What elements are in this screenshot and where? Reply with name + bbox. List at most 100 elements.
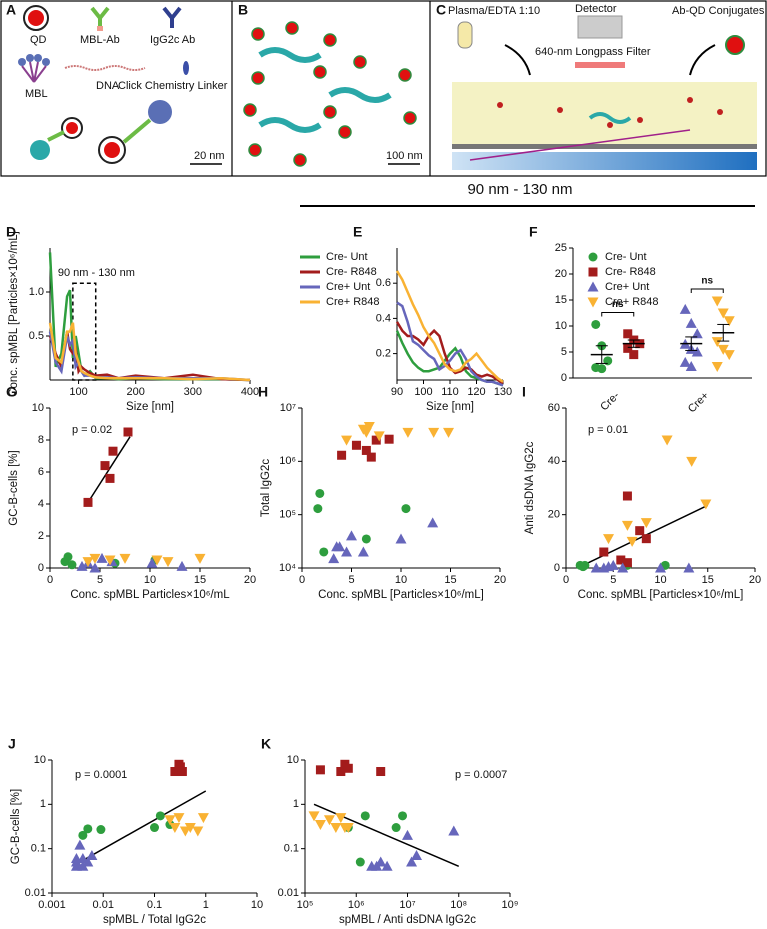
y-axis-title: GC-B-cells [%] <box>10 789 22 864</box>
point <box>401 504 411 514</box>
point <box>679 356 691 367</box>
y-tick-label: 1.0 <box>29 286 44 298</box>
legend-marker <box>588 267 598 277</box>
filter <box>575 62 625 68</box>
legend-marker <box>587 297 599 308</box>
point <box>146 557 158 568</box>
sig-label: ns <box>612 299 624 310</box>
legend-marker <box>588 252 598 262</box>
point <box>635 526 645 536</box>
sig-bracket <box>690 288 724 294</box>
x-tick-label: 0 <box>47 574 53 586</box>
legend-label: Cre+ R848 <box>326 296 380 308</box>
panel-letter: H <box>258 384 268 400</box>
point <box>335 813 347 824</box>
point <box>590 562 602 573</box>
point <box>448 825 460 836</box>
point <box>366 452 376 462</box>
point <box>341 435 353 446</box>
x-tick-label: 10 <box>654 574 666 586</box>
point <box>89 553 101 564</box>
point <box>77 853 89 864</box>
tube <box>457 21 473 49</box>
point <box>315 765 325 775</box>
legend-label: Cre+ Unt <box>605 281 649 293</box>
qd-icon <box>725 35 745 55</box>
p-value: p = 0.0001 <box>75 769 127 781</box>
panel-letter: I <box>522 384 526 400</box>
point <box>328 553 340 564</box>
y-tick-label: 10 <box>555 320 567 332</box>
point <box>622 558 632 568</box>
series-line <box>396 301 504 387</box>
point <box>411 850 423 861</box>
x-tick-label: 15 <box>702 574 714 586</box>
mbl-stalk <box>21 61 47 83</box>
y-tick-label: 15 <box>555 294 567 306</box>
point <box>361 534 371 544</box>
x-tick-label: 0 <box>563 574 569 586</box>
point <box>334 541 346 552</box>
y-tick-label: 0.01 <box>25 887 46 899</box>
y-tick-label: 0 <box>554 562 560 574</box>
panel-letter: J <box>8 736 16 752</box>
panel-b: B 100 nm <box>238 2 423 167</box>
x-tick-label: 0 <box>299 574 305 586</box>
point <box>176 560 188 571</box>
scale-label: 20 nm <box>194 150 225 162</box>
point <box>373 431 385 442</box>
glass <box>452 144 757 149</box>
x-tick-label: 100 <box>414 386 432 398</box>
x-tick-label: 10 <box>395 574 407 586</box>
point <box>711 362 723 373</box>
complex <box>258 47 392 133</box>
range-label: 90 nm - 130 nm <box>58 267 135 279</box>
y-tick-label: 10⁷ <box>280 402 296 414</box>
point <box>175 762 185 772</box>
point <box>89 562 101 573</box>
point <box>308 811 320 822</box>
x-tick-label: 10⁶ <box>348 899 365 911</box>
point <box>86 850 98 861</box>
point <box>155 811 165 821</box>
point <box>626 536 638 547</box>
point <box>151 555 163 566</box>
point <box>711 337 723 348</box>
point <box>76 560 88 571</box>
point <box>192 826 204 837</box>
panel-letter: G <box>6 384 17 400</box>
point <box>341 546 353 557</box>
y-tick-label: 20 <box>548 509 560 521</box>
y-tick-label: 0 <box>38 562 44 574</box>
arrow <box>689 44 716 76</box>
x-tick-label: 10⁹ <box>502 899 519 911</box>
point <box>314 820 326 831</box>
y-tick-label: 40 <box>548 455 560 467</box>
point <box>162 557 174 568</box>
point <box>603 534 615 545</box>
series-line <box>395 270 504 383</box>
point <box>67 560 77 570</box>
point <box>655 562 666 573</box>
series-line <box>48 322 251 382</box>
point <box>629 350 639 360</box>
y-axis-title: Anti dsDNA IgG2c <box>524 441 536 534</box>
point <box>342 823 354 834</box>
x-axis-title: Conc. spMBL [Particles×10⁶/mL] <box>578 589 744 601</box>
y-tick-label: 10⁶ <box>279 455 296 467</box>
particles <box>497 97 723 128</box>
y-tick-label: 0.01 <box>278 887 299 899</box>
point <box>691 328 703 339</box>
point <box>661 435 673 446</box>
point <box>78 830 88 840</box>
label: MBL <box>25 88 48 100</box>
panel-letter: C <box>436 2 446 18</box>
x-tick-label: 10 <box>251 899 263 911</box>
panel-letter: K <box>261 736 271 752</box>
point <box>83 824 93 834</box>
point <box>355 857 365 867</box>
y-tick-label: 8 <box>38 434 44 446</box>
point <box>105 473 115 483</box>
detector <box>577 15 623 39</box>
